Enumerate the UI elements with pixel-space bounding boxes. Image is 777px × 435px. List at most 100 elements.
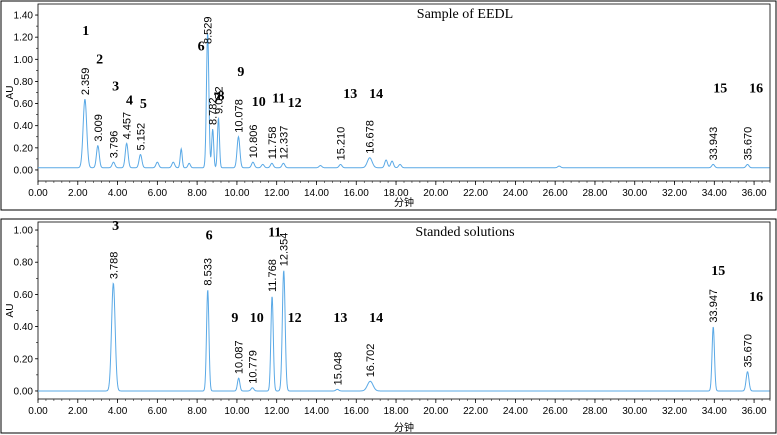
- x-tick-label: 26.00: [543, 188, 568, 199]
- chart-title: Sample of EEDL: [417, 7, 513, 22]
- peak-retention-label: 10.078: [233, 99, 245, 133]
- peak-retention-label: 8.533: [203, 258, 215, 286]
- peak-number-label: 15: [713, 82, 727, 97]
- x-tick-label: 24.00: [503, 188, 528, 199]
- y-tick-label: 0.40: [14, 322, 34, 333]
- x-tick-label: 10.00: [224, 406, 249, 417]
- x-tick-label: 14.00: [304, 188, 329, 199]
- plot-area: [37, 221, 771, 400]
- x-tick-label: 20.00: [423, 406, 448, 417]
- x-tick-label: 22.00: [463, 188, 488, 199]
- x-tick-label: 18.00: [384, 406, 409, 417]
- x-tick-label: 0.00: [28, 406, 48, 417]
- peak-number-label: 3: [112, 79, 119, 94]
- x-tick-label: 4.00: [108, 406, 128, 417]
- x-tick-label: 30.00: [622, 188, 647, 199]
- x-tick-label: 6.00: [148, 406, 168, 417]
- chromatogram-trace: [38, 32, 770, 169]
- y-tick-label: 0.20: [14, 143, 34, 154]
- peak-retention-label: 4.457: [122, 112, 134, 140]
- peak-number-label: 15: [711, 264, 725, 279]
- x-tick-label: 28.00: [582, 406, 607, 417]
- peak-retention-label: 8.782: [208, 97, 220, 125]
- peak-retention-label: 16.678: [365, 120, 377, 154]
- peak-number-label: 5: [140, 97, 147, 112]
- x-tick-label: 2.00: [68, 406, 88, 417]
- x-tick-label: 8.00: [187, 188, 207, 199]
- x-tick-label: 18.00: [384, 188, 409, 199]
- peak-number-label: 16: [749, 290, 763, 305]
- y-tick-label: 1.00: [14, 55, 34, 66]
- peak-retention-label: 15.210: [336, 127, 348, 161]
- peak-retention-label: 16.702: [365, 344, 377, 378]
- peak-retention-label: 35.670: [743, 127, 755, 161]
- x-tick-label: 22.00: [463, 406, 488, 417]
- y-tick-label: 0.00: [14, 386, 34, 397]
- peak-number-label: 9: [231, 311, 238, 326]
- x-axis-label: 分钟: [394, 196, 414, 209]
- peak-retention-label: 5.152: [135, 123, 147, 151]
- peak-number-label: 13: [343, 87, 357, 102]
- y-tick-label: 0.00: [14, 165, 34, 176]
- x-tick-label: 10.00: [224, 188, 249, 199]
- peak-number-label: 7: [214, 90, 221, 105]
- peak-retention-label: 3.009: [93, 114, 105, 142]
- x-tick-label: 16.00: [344, 188, 369, 199]
- x-tick-label: 30.00: [622, 406, 647, 417]
- peak-retention-label: 11.768: [267, 259, 279, 292]
- y-tick-label: 0.80: [14, 258, 34, 269]
- peak-number-label: 6: [198, 39, 205, 54]
- chart-title: Standed solutions: [415, 225, 514, 240]
- peak-number-label: 13: [333, 311, 347, 326]
- peak-number-label: 12: [288, 311, 302, 326]
- chart-panel-1: 0.00 0.20 0.40 0.60 0.80 1.00 1.20 1.40 AU 0.00 2.…: [0, 0, 777, 211]
- peak-number-label: 14: [369, 87, 383, 102]
- peak-number-label: 10: [252, 95, 266, 110]
- peak-retention-label: 12.337: [278, 126, 290, 160]
- x-tick-label: 0.00: [28, 188, 48, 199]
- peak-number-label: 11: [268, 225, 281, 240]
- peak-retention-label: 10.779: [247, 350, 259, 384]
- peak-retention-label: 3.788: [108, 252, 120, 280]
- x-tick-label: 28.00: [582, 188, 607, 199]
- peak-retention-label: 33.943: [708, 127, 720, 161]
- y-tick-label: 1.00: [14, 226, 34, 237]
- x-tick-label: 34.00: [702, 188, 727, 199]
- peak-number-label: 6: [206, 229, 213, 244]
- peak-retention-label: 11.758: [267, 126, 279, 159]
- peak-retention-label: 9.072: [213, 86, 225, 114]
- panel-frame: [0, 218, 777, 434]
- peak-number-label: 3: [112, 219, 119, 234]
- x-tick-label: 6.00: [148, 188, 168, 199]
- peak-number-label: 12: [288, 96, 302, 111]
- peak-number-label: 10: [250, 311, 264, 326]
- y-tick-label: 0.60: [14, 99, 34, 110]
- peak-number-label: 14: [369, 311, 383, 326]
- x-tick-label: 36.00: [742, 406, 767, 417]
- x-tick-label: 26.00: [543, 406, 568, 417]
- y-tick-label: 0.20: [14, 354, 34, 365]
- peak-number-label: 9: [237, 65, 244, 80]
- x-tick-label: 12.00: [264, 188, 289, 199]
- peak-retention-label: 8.529: [203, 16, 215, 44]
- y-axis-label: AU: [5, 86, 16, 100]
- x-tick-label: 16.00: [344, 406, 369, 417]
- peak-number-label: 1: [82, 24, 89, 39]
- peak-retention-label: 35.670: [743, 334, 755, 368]
- peak-number-label: 8: [218, 89, 225, 104]
- y-axis-label: AU: [5, 304, 16, 318]
- peak-retention-label: 2.359: [80, 68, 92, 96]
- x-tick-label: 32.00: [662, 406, 687, 417]
- x-tick-label: 14.00: [304, 406, 329, 417]
- x-tick-label: 32.00: [662, 188, 687, 199]
- y-tick-label: 1.40: [14, 11, 34, 22]
- y-tick-label: 0.80: [14, 77, 34, 88]
- x-tick-label: 24.00: [503, 406, 528, 417]
- peak-retention-label: 12.354: [279, 233, 291, 267]
- peak-retention-label: 10.806: [248, 125, 260, 159]
- peak-retention-label: 10.087: [234, 340, 246, 374]
- x-axis-label: 分钟: [394, 421, 414, 434]
- x-tick-label: 34.00: [702, 406, 727, 417]
- plot-area: [37, 3, 771, 182]
